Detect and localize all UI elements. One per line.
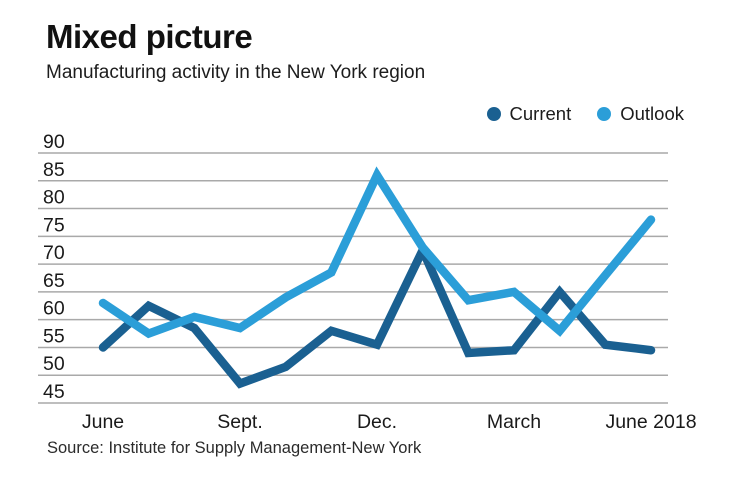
chart-header: Mixed picture Manufacturing activity in … <box>46 18 426 84</box>
outlook-series-line <box>98 166 656 339</box>
x-axis-tick-label: Sept. <box>217 411 263 433</box>
y-axis-tick-label: 90 <box>43 131 65 153</box>
y-axis-tick-label: 70 <box>43 242 65 264</box>
x-axis-tick-label: March <box>487 411 541 433</box>
y-axis-tick-label: 85 <box>43 159 65 181</box>
current-series-dot-icon <box>486 107 501 121</box>
y-axis-tick-label: 60 <box>43 298 65 320</box>
y-axis-tick-label: 55 <box>43 325 65 347</box>
chart-subtitle: Manufacturing activity in the New York r… <box>46 61 426 83</box>
page-title: Mixed picture <box>46 18 253 55</box>
legend-label-current: Current <box>509 103 572 124</box>
y-axis-tick-label: 80 <box>43 187 65 209</box>
y-axis-tick-label: 75 <box>43 214 65 236</box>
x-axis-tick-label: Dec. <box>357 411 397 433</box>
y-axis-tick-label: 65 <box>43 270 65 292</box>
legend-label-outlook: Outlook <box>620 103 684 124</box>
source-note: Source: Institute for Supply Management-… <box>47 439 422 457</box>
outlook-series-dot-icon <box>597 107 612 121</box>
y-axis-tick-label: 45 <box>43 381 65 403</box>
legend-item-outlook: Outlook <box>597 103 684 125</box>
chart-legend: Current Outlook <box>486 103 684 125</box>
x-axis-tick-label: June <box>82 411 124 433</box>
legend-item-current: Current <box>486 103 572 125</box>
current-series-line <box>98 240 656 389</box>
y-axis-tick-label: 50 <box>43 353 65 375</box>
x-axis-tick-label: June 2018 <box>605 411 696 433</box>
